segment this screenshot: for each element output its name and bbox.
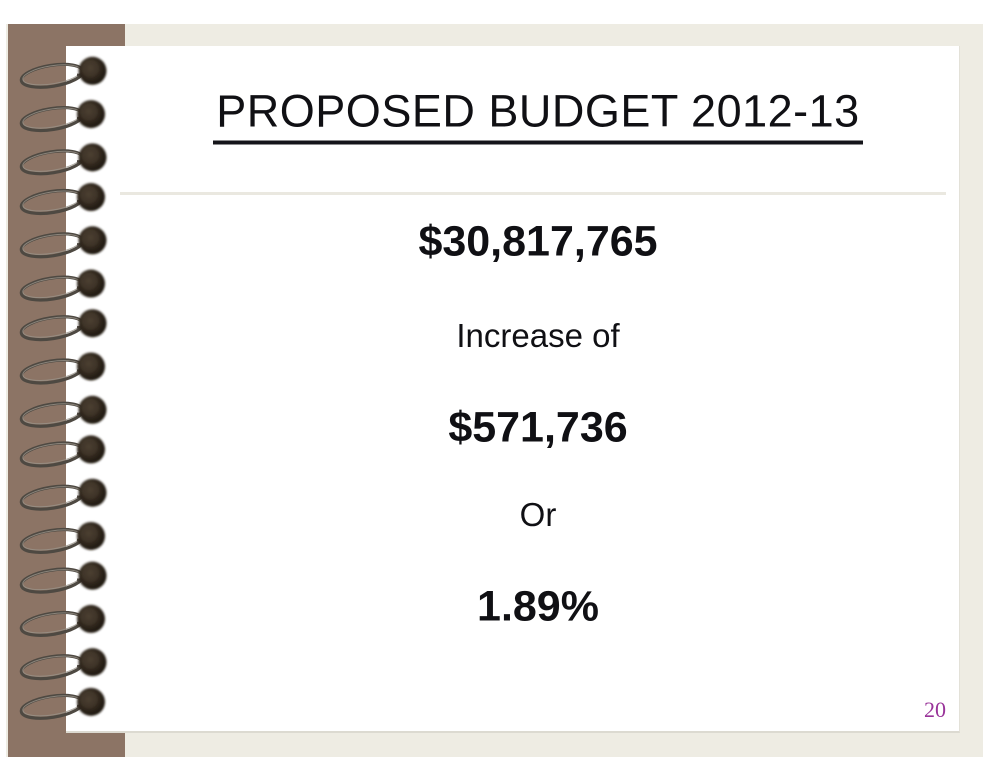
page-title: PROPOSED BUDGET 2012-13 [116, 86, 960, 145]
increase-amount: $571,736 [448, 403, 628, 452]
page-title-text: PROPOSED BUDGET 2012-13 [213, 86, 863, 145]
page-number: 20 [924, 697, 946, 722]
title-divider [120, 192, 946, 195]
increase-percent: 1.89% [477, 582, 599, 631]
increase-label: Increase of [456, 317, 620, 354]
or-label: Or [519, 496, 557, 533]
notebook-page [66, 46, 960, 733]
budget-amount: $30,817,765 [418, 217, 658, 266]
